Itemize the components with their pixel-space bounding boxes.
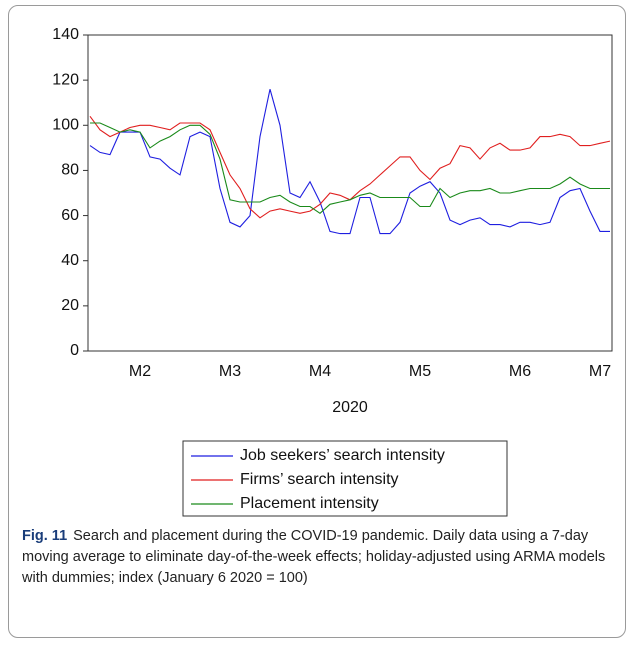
legend-label: Job seekers’ search intensity xyxy=(240,447,445,464)
y-tick-label: 40 xyxy=(61,252,79,269)
x-tick-label: M3 xyxy=(219,363,241,380)
y-tick-label: 0 xyxy=(70,342,79,359)
x-axis-label: 2020 xyxy=(332,399,368,416)
y-tick-label: 80 xyxy=(61,162,79,179)
legend-label: Placement intensity xyxy=(240,495,379,512)
caption-label: Fig. 11 xyxy=(22,528,68,544)
x-tick-label: M6 xyxy=(509,363,531,380)
y-tick-label: 140 xyxy=(52,26,79,43)
legend-box xyxy=(182,440,508,517)
figure-frame xyxy=(8,5,626,638)
x-tick-label: M4 xyxy=(309,363,331,380)
series-line xyxy=(89,89,610,235)
y-tick-label: 60 xyxy=(61,207,79,224)
x-tick-label: M2 xyxy=(129,363,151,380)
plot-frame xyxy=(87,34,613,352)
caption-text: Search and placement during the COVID-19… xyxy=(22,528,606,586)
y-tick-label: 120 xyxy=(52,71,79,88)
series-line xyxy=(90,122,610,214)
legend-label: Firms’ search intensity xyxy=(240,471,399,488)
caption: Fig. 11 Search and placement during the C… xyxy=(22,526,618,589)
y-tick-label: 100 xyxy=(52,117,79,134)
y-tick-label: 20 xyxy=(61,297,79,314)
x-tick-label: M7 xyxy=(589,363,611,380)
x-tick-label: M5 xyxy=(409,363,431,380)
